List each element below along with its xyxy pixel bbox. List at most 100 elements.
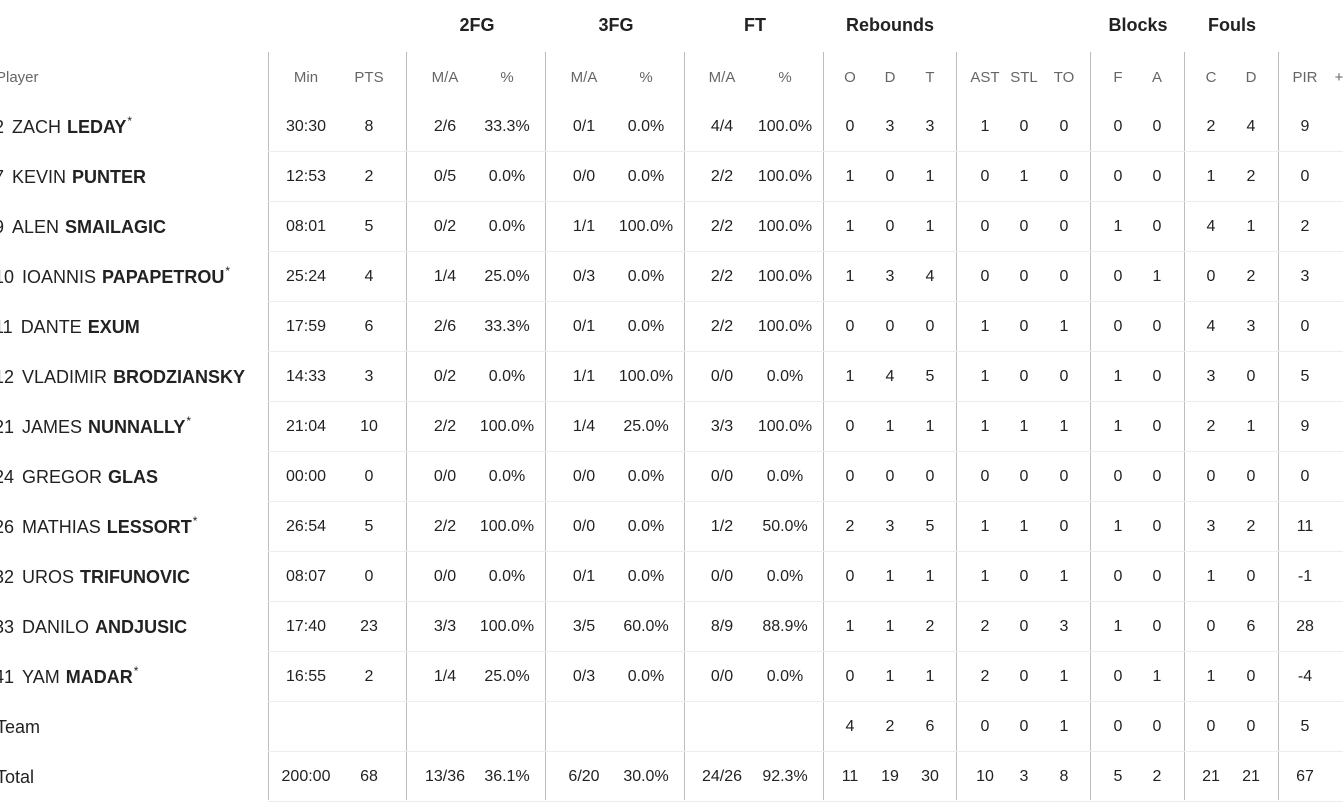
total-stat-reb-t: 30 — [921, 768, 939, 785]
stat-two-pct: 0.0% — [488, 168, 526, 185]
stat-two-pct: 0.0% — [488, 568, 526, 585]
stat-three-ma: 3/5 — [572, 618, 596, 635]
player-first-name: DANILO — [22, 616, 90, 637]
stat-reb-t: 1 — [925, 218, 935, 235]
stat-three-pct: 0.0% — [627, 668, 665, 685]
stat-foul-c: 1 — [1206, 168, 1216, 185]
stat-foul-c: 2 — [1206, 118, 1216, 135]
stat-reb-d: 1 — [885, 668, 895, 685]
stat-two-ma: 0/0 — [433, 468, 457, 485]
stat-three-pct: 100.0% — [618, 368, 674, 385]
group-header-ft: FT — [744, 14, 766, 35]
player-last-name: NUNNALLY — [88, 416, 186, 437]
stat-blk-a: 0 — [1152, 418, 1162, 435]
group-header-three-fg: 3FG — [598, 14, 634, 35]
team-stat-to: 1 — [1059, 718, 1069, 735]
stat-stl: 0 — [1019, 318, 1029, 335]
team-row-label: Team — [0, 716, 41, 737]
stat-two-ma: 0/2 — [433, 218, 457, 235]
player-number: 33 — [0, 616, 15, 637]
stat-pts: 10 — [360, 418, 378, 435]
stat-ft-pct: 0.0% — [766, 668, 804, 685]
stat-ft-pct: 50.0% — [762, 518, 808, 535]
column-divider — [823, 52, 824, 800]
stat-two-ma: 0/5 — [433, 168, 457, 185]
stat-three-pct: 25.0% — [623, 418, 669, 435]
stat-three-ma: 0/0 — [572, 468, 596, 485]
stat-reb-d: 1 — [885, 568, 895, 585]
total-stat-ft-ma: 24/26 — [701, 768, 743, 785]
team-stat-ft-ma — [692, 702, 752, 752]
stat-three-pct: 0.0% — [627, 168, 665, 185]
stat-reb-d: 0 — [885, 468, 895, 485]
total-stat-three-pct: 30.0% — [623, 768, 669, 785]
stat-stl: 0 — [1019, 468, 1029, 485]
stat-stl: 1 — [1019, 518, 1029, 535]
column-divider — [684, 52, 685, 800]
stat-three-pct: 0.0% — [627, 318, 665, 335]
stat-three-ma: 0/0 — [572, 518, 596, 535]
stat-pts: 4 — [364, 268, 374, 285]
column-divider — [1184, 52, 1185, 800]
stat-blk-f: 1 — [1113, 418, 1123, 435]
stat-pir: 2 — [1300, 218, 1310, 235]
team-stat-three-ma — [554, 702, 614, 752]
stat-ast: 0 — [980, 168, 990, 185]
total-stat-reb-o: 11 — [841, 768, 859, 785]
stat-stl: 0 — [1019, 568, 1029, 585]
stat-two-ma: 3/3 — [433, 618, 457, 635]
stat-reb-t: 5 — [925, 518, 935, 535]
player-first-name: KEVIN — [12, 166, 67, 187]
stat-foul-d: 0 — [1246, 568, 1256, 585]
stat-ast: 1 — [980, 568, 990, 585]
stat-foul-d: 0 — [1246, 668, 1256, 685]
column-header-blk-a: A — [1151, 68, 1162, 86]
stat-reb-t: 1 — [925, 668, 935, 685]
stat-ft-pct: 0.0% — [766, 468, 804, 485]
stat-pts: 2 — [364, 168, 374, 185]
stat-stl: 0 — [1019, 368, 1029, 385]
stat-min: 17:40 — [285, 618, 327, 635]
player-first-name: MATHIAS — [22, 516, 101, 537]
row-separator — [268, 601, 1343, 602]
player-last-name: LEDAY — [67, 116, 127, 137]
stat-two-pct: 0.0% — [488, 218, 526, 235]
stat-blk-a: 0 — [1152, 118, 1162, 135]
stat-blk-f: 0 — [1113, 468, 1123, 485]
team-stat-pts — [339, 702, 399, 752]
stat-reb-d: 1 — [885, 418, 895, 435]
stat-blk-f: 0 — [1113, 118, 1123, 135]
stat-foul-c: 0 — [1206, 618, 1216, 635]
column-header-reb-o: O — [844, 68, 856, 86]
column-divider — [268, 52, 269, 800]
stat-three-pct: 100.0% — [618, 218, 674, 235]
stat-foul-c: 4 — [1206, 318, 1216, 335]
stat-ast: 0 — [980, 268, 990, 285]
stat-two-pct: 25.0% — [484, 668, 530, 685]
player-first-name: DANTE — [20, 316, 82, 337]
total-stat-to: 8 — [1059, 768, 1069, 785]
stat-two-pct: 100.0% — [479, 518, 535, 535]
total-stat-two-pct: 36.1% — [484, 768, 530, 785]
player-last-name: BRODZIANSKY — [113, 366, 246, 387]
stat-two-ma: 1/4 — [433, 668, 457, 685]
stat-pir: 0 — [1300, 168, 1310, 185]
stat-ft-pct: 0.0% — [766, 568, 804, 585]
stat-three-pct: 60.0% — [623, 618, 669, 635]
stat-blk-a: 0 — [1152, 218, 1162, 235]
total-stat-reb-d: 19 — [881, 768, 899, 785]
row-separator — [268, 651, 1343, 652]
